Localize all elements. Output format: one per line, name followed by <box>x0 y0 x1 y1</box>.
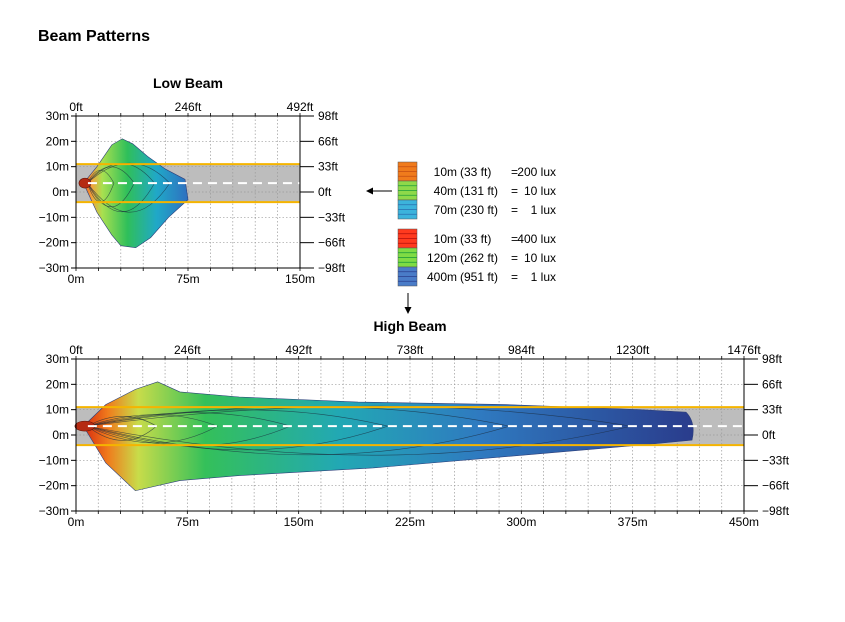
legend-low-ft: (33 ft) <box>460 165 491 179</box>
low-contour-line <box>87 169 115 203</box>
low-ytick-right-label: 0ft <box>318 185 332 199</box>
high-beam-shape <box>83 381 694 492</box>
low-ytick-right-label: −98ft <box>318 261 346 275</box>
legend-low-lux: 200 lux <box>517 165 556 179</box>
high-xtick-bottom-label: 150m <box>284 515 314 529</box>
legend-low-ft: (131 ft) <box>460 184 498 198</box>
low-xtick-bottom-label: 75m <box>176 272 199 286</box>
legend-low-ft: (230 ft) <box>460 203 498 217</box>
high-ytick-left-label: −20m <box>39 479 69 493</box>
high-beam-chart: High Beam 0m 75m 150m 225m 300m 375m 450m 0ft 246… <box>39 318 790 529</box>
low-ytick-left-label: −30m <box>39 261 69 275</box>
high-ytick-right-label: −66ft <box>762 479 790 493</box>
low-ytick-right-label: 33ft <box>318 160 339 174</box>
low-ytick-right-label: 98ft <box>318 109 339 123</box>
low-beam-chart: Low Beam 0m 75m 150m 0ft 246ft 492ft 30m 20m 10m 0… <box>39 75 346 286</box>
legend-low-dist: 10m <box>434 165 457 179</box>
legend-high-eq: = <box>511 232 518 246</box>
high-ytick-right-label: 0ft <box>762 428 776 442</box>
high-xtick-top-label: 1476ft <box>727 343 761 357</box>
legend-high-lux: 10 lux <box>524 251 556 265</box>
low-ytick-right-label: 66ft <box>318 134 339 148</box>
low-ytick-right-label: −66ft <box>318 236 346 250</box>
arrow-to-low-beam-head <box>366 187 373 195</box>
arrow-to-high-beam-head <box>404 307 412 314</box>
legend-low-lux: 1 lux <box>531 203 556 217</box>
legend-high-eq: = <box>511 251 518 265</box>
legend-low-dist: 40m <box>434 184 457 198</box>
high-xtick-bottom-label: 225m <box>395 515 425 529</box>
high-xtick-bottom-label: 0m <box>68 515 85 529</box>
high-xtick-bottom-label: 75m <box>176 515 199 529</box>
legend-low-eq: = <box>511 203 518 217</box>
high-ytick-left-label: 20m <box>46 377 69 391</box>
high-ytick-right-label: 98ft <box>762 352 783 366</box>
high-title: High Beam <box>373 318 446 334</box>
high-ytick-left-label: 30m <box>46 352 69 366</box>
legend-high-ft: (951 ft) <box>460 270 498 284</box>
high-ytick-left-label: −10m <box>39 453 69 467</box>
low-title: Low Beam <box>153 75 223 91</box>
legend-arrows <box>366 187 412 314</box>
high-ytick-right-label: −98ft <box>762 504 790 518</box>
low-xtick-top-label: 492ft <box>287 100 314 114</box>
high-xtick-top-label: 492ft <box>285 343 312 357</box>
legend-high-dist: 400m <box>427 270 457 284</box>
legend-low-lux: 10 lux <box>524 184 556 198</box>
low-xtick-top-label: 0ft <box>69 100 83 114</box>
high-ytick-left-label: −30m <box>39 504 69 518</box>
low-xtick-bottom-label: 0m <box>68 272 85 286</box>
high-xtick-top-label: 984ft <box>508 343 535 357</box>
high-xtick-top-label: 246ft <box>174 343 201 357</box>
page-title: Beam Patterns <box>38 28 151 45</box>
high-xtick-bottom-label: 375m <box>618 515 648 529</box>
low-ytick-left-label: 0m <box>52 185 69 199</box>
low-ytick-left-label: −10m <box>39 210 69 224</box>
low-xtick-top-label: 246ft <box>175 100 202 114</box>
legend-low-eq: = <box>511 184 518 198</box>
high-xtick-top-label: 1230ft <box>616 343 650 357</box>
low-beam-shape <box>83 138 189 249</box>
legend-high-dist: 10m <box>434 232 457 246</box>
high-xtick-top-label: 0ft <box>69 343 83 357</box>
high-ytick-right-label: 33ft <box>762 403 783 417</box>
low-ytick-left-label: 10m <box>46 160 69 174</box>
legend-high-lux: 400 lux <box>517 232 556 246</box>
legend-high-ft: (33 ft) <box>460 232 491 246</box>
high-ytick-left-label: 10m <box>46 403 69 417</box>
legend-low-eq: = <box>511 165 518 179</box>
high-xtick-bottom-label: 450m <box>729 515 759 529</box>
legend-high-dist: 120m <box>427 251 457 265</box>
high-xtick-top-label: 738ft <box>397 343 424 357</box>
high-ytick-left-label: 0m <box>52 428 69 442</box>
low-ytick-right-label: −33ft <box>318 210 346 224</box>
legend-high-eq: = <box>511 270 518 284</box>
high-contour-line <box>87 414 219 444</box>
low-xtick-bottom-label: 150m <box>285 272 315 286</box>
low-ytick-left-label: −20m <box>39 236 69 250</box>
high-ytick-right-label: −33ft <box>762 453 790 467</box>
high-ytick-right-label: 66ft <box>762 377 783 391</box>
low-ytick-left-label: 20m <box>46 134 69 148</box>
high-contour-line <box>87 409 389 451</box>
legend-high-lux: 1 lux <box>531 270 556 284</box>
legend-high-ft: (262 ft) <box>460 251 498 265</box>
high-xtick-bottom-label: 300m <box>506 515 536 529</box>
low-ytick-left-label: 30m <box>46 109 69 123</box>
legend-low-dist: 70m <box>434 203 457 217</box>
